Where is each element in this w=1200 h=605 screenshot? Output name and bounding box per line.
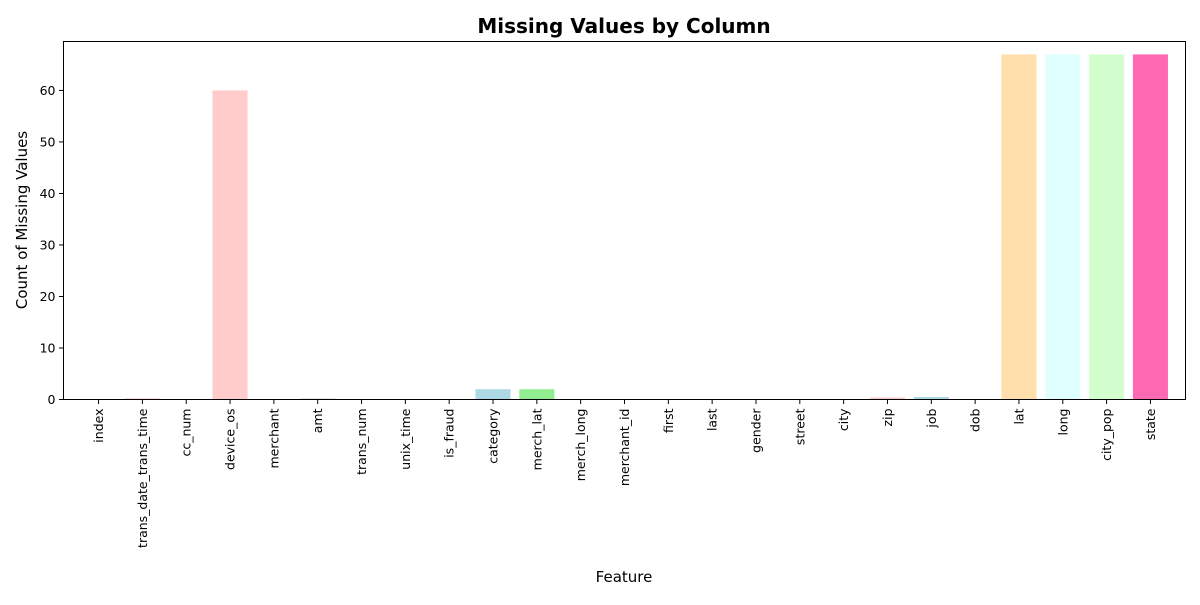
x-tick-label-long: long [1055,409,1070,436]
bar-amt [300,398,336,400]
x-tick-label-is_fraud: is_fraud [442,409,457,458]
y-tick-label: 30 [40,237,56,252]
x-tick-label-trans_num: trans_num [354,409,369,475]
y-axis: 0 10 20 30 40 50 60 [40,83,64,407]
bar-city_pop [1089,54,1125,400]
x-tick-label-device_os: device_os [223,409,238,470]
x-tick-label-first: first [661,408,676,433]
y-axis-label: Count of Missing Values [13,131,31,309]
bar-category [475,389,511,400]
x-tick-label-merch_lat: merch_lat [529,408,544,470]
x-tick-label-unix_time: unix_time [398,408,413,470]
x-tick-label-last: last [705,408,720,431]
bar-long [1045,54,1081,400]
x-tick-label-zip: zip [880,408,895,426]
x-axis-label: Feature [596,568,653,586]
y-tick-label: 60 [40,83,56,98]
x-tick-label-cc_num: cc_num [179,409,194,457]
bar-state [1132,54,1168,400]
bar-job [913,396,949,400]
x-tick-label-merchant_id: merchant_id [617,409,632,487]
x-tick-label-amt: amt [310,408,325,433]
y-tick-label: 10 [40,340,56,355]
chart-title: Missing Values by Column [477,14,770,38]
y-tick-label: 40 [40,186,56,201]
y-tick-label: 50 [40,134,56,149]
x-tick-label-job: job [924,408,939,428]
x-tick-label-state: state [1143,408,1158,440]
bar-device_os [212,90,248,400]
x-tick-label-merch_long: merch_long [573,409,588,482]
y-tick-label: 20 [40,289,56,304]
x-tick-label-street: street [792,408,807,445]
x-tick-label-lat: lat [1011,408,1026,424]
bar-merch_lat [519,389,555,400]
x-tick-label-index: index [91,409,106,443]
x-tick-label-trans_date_trans_time: trans_date_trans_time [135,408,150,548]
x-tick-label-dob: dob [968,408,983,432]
bar-trans_date_trans_time [124,398,160,400]
x-tick-label-gender: gender [748,408,763,453]
bar-zip [869,397,905,400]
x-tick-label-city_pop: city_pop [1099,408,1114,460]
y-tick-label: 0 [48,392,56,407]
x-axis: index trans_date_trans_time cc_num device_o… [91,399,1158,548]
x-tick-label-category: category [486,408,501,464]
x-tick-label-city: city [836,408,851,431]
bars-group [124,54,1168,400]
bar-lat [1001,54,1037,400]
x-tick-label-merchant: merchant [266,408,281,468]
